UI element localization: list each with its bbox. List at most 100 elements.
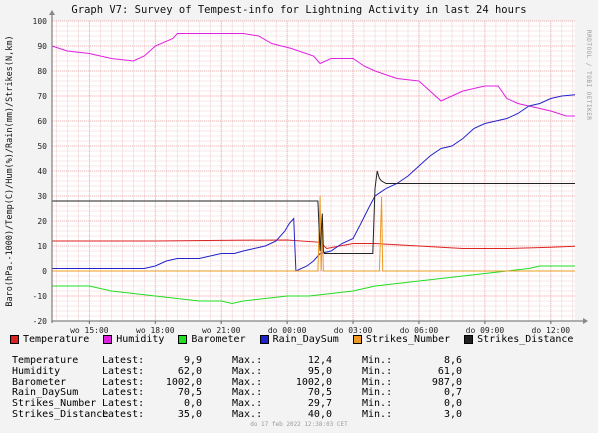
stats-name: Temperature	[12, 355, 79, 366]
stats-min-label: Min.:	[362, 376, 393, 388]
y-tick-label: -20	[33, 317, 48, 326]
stats-max-value: 40,0	[307, 408, 332, 420]
stats-max-value: 95,0	[307, 365, 332, 377]
y-tick-label: 30	[37, 192, 47, 201]
stats-name: Rain_DaySum	[12, 387, 79, 399]
legend-swatch	[103, 335, 113, 344]
stats-min-value: 987,0	[431, 376, 462, 388]
y-tick-label: 100	[33, 17, 48, 26]
series-line-rain-daysum	[52, 94, 576, 272]
stats-max-label: Max.:	[232, 355, 263, 366]
stats-max-label: Max.:	[232, 408, 263, 420]
stats-row: Rain_DaySum Latest: 70,5 Max.: 70,5 Min.: 0,7	[12, 388, 462, 399]
y-tick-label: -10	[33, 292, 48, 301]
stats-max-value: 12,4	[307, 355, 332, 366]
y-tick-label: 80	[37, 67, 47, 76]
stats-max-value: 1002,0	[295, 376, 332, 388]
stats-max-value: 70,5	[307, 387, 332, 399]
stats-min-value: 3,0	[443, 408, 462, 420]
y-tick-label: 40	[37, 167, 47, 176]
stats-row: Temperature Latest: 9,9 Max.: 12,4 Min.: 8,6	[12, 355, 462, 367]
series-line-temperature	[52, 239, 576, 250]
stats-latest-value: 0,0	[183, 398, 202, 410]
y-tick-label: 60	[37, 117, 47, 126]
stats-max-label: Max.:	[232, 365, 263, 377]
x-tick-label: do 03:00	[334, 326, 373, 335]
stats-row: Barometer Latest: 1002,0 Max.: 1002,0 Min.: 98…	[12, 376, 462, 389]
rrdtool-credit: RRDTOOL / TOBI OETIKER	[585, 30, 592, 121]
stats-latest-value: 62,0	[177, 365, 202, 377]
stats-table: Temperature Latest: 9,9 Max.: 12,4 Min.: 8,6 Hu…	[12, 355, 462, 421]
y-axis-arrow	[49, 10, 55, 15]
x-tick-label: do 06:00	[400, 326, 439, 335]
legend-swatch	[10, 335, 19, 344]
stats-min-value: 0,7	[443, 387, 462, 399]
stats-name: Barometer	[12, 376, 67, 388]
stats-latest-label: Latest:	[102, 365, 145, 377]
legend-swatch	[259, 335, 269, 344]
stats-max-label: Max.:	[232, 376, 263, 388]
stats-latest-label: Latest:	[102, 398, 145, 410]
y-tick-label: 90	[37, 42, 47, 51]
stats-latest-label: Latest:	[102, 387, 145, 399]
stats-name: Humidity	[12, 365, 61, 377]
series-line-barometer	[52, 265, 575, 305]
stats-name: Strikes_Distance	[12, 408, 109, 420]
stats-latest-value: 70,5	[177, 387, 202, 399]
x-tick-label: do 09:00	[466, 326, 505, 335]
stats-min-value: 0,0	[443, 398, 462, 410]
x-tick-label: do 12:00	[532, 326, 571, 335]
legend-label: Humidity	[116, 334, 165, 345]
y-tick-label: 50	[37, 142, 47, 151]
x-tick-label: wo 21:00	[202, 326, 241, 335]
stats-row: Humidity Latest: 62,0 Max.: 95,0 Min.: 61,0	[12, 365, 462, 378]
legend-label: Strikes_Number	[365, 334, 451, 345]
x-axis-arrow	[583, 318, 588, 324]
legend-item: Barometer	[178, 334, 246, 345]
legend-item: Humidity	[103, 334, 164, 345]
stats-row: Strikes_DistanceLatest: 35,0 Max.: 40,0 Min.…	[12, 408, 462, 421]
stats-latest-label: Latest:	[102, 408, 145, 420]
stats-name: Strikes_Number	[12, 398, 97, 410]
legend-swatch	[464, 335, 474, 344]
stats-max-label: Max.:	[232, 398, 263, 410]
stats-latest-label: Latest:	[102, 355, 145, 366]
stats-max-label: Max.:	[232, 387, 263, 399]
stats-latest-value: 1002,0	[165, 376, 202, 388]
series-line-strikes-distance	[52, 170, 575, 254]
series-line-humidity	[51, 33, 575, 117]
stats-latest-label: Latest:	[102, 376, 145, 388]
stats-min-label: Min.:	[362, 398, 393, 410]
x-tick-label: do 00:00	[268, 326, 307, 335]
stats-min-label: Min.:	[362, 365, 393, 377]
legend-item: Strikes_Distance	[464, 334, 573, 345]
timestamp-footer: do 17 feb 2022 12:38:03 CET	[250, 421, 348, 428]
stats-max-value: 29,7	[307, 398, 332, 410]
x-tick-label: wo 18:00	[136, 326, 175, 335]
legend-swatch	[178, 335, 188, 344]
stats-min-label: Min.:	[362, 408, 393, 420]
stats-min-label: Min.:	[362, 387, 393, 399]
legend: Temperature Humidity Barometer Rain_DaySum S…	[10, 334, 573, 345]
legend-item: Rain_DaySum	[259, 334, 339, 345]
stats-min-value: 61,0	[437, 365, 462, 377]
stats-latest-value: 9,9	[183, 355, 202, 366]
legend-label: Barometer	[191, 334, 246, 345]
y-tick-label: 0	[42, 267, 47, 276]
legend-label: Strikes_Distance	[477, 334, 574, 345]
y-axis-label: Baro(hPa.-1000)/Temp(C)/Hum(%)/Rain(mm)/…	[5, 35, 15, 306]
chart-title: Graph V7: Survey of Tempest-info for Lig…	[71, 4, 526, 16]
y-tick-label: 10	[37, 242, 47, 251]
legend-label: Rain_DaySum	[272, 334, 339, 345]
y-tick-label: 20	[37, 217, 47, 226]
y-tick-label: 70	[37, 92, 47, 101]
legend-swatch	[352, 335, 362, 344]
legend-label: Temperature	[23, 334, 90, 345]
stats-latest-value: 35,0	[177, 408, 202, 420]
legend-item: Temperature	[10, 334, 89, 345]
x-tick-label: wo 15:00	[70, 326, 109, 335]
stats-min-value: 8,6	[443, 355, 462, 366]
legend-item: Strikes_Number	[352, 334, 451, 345]
stats-row: Strikes_Number Latest: 0,0 Max.: 29,7 Min.: 0,…	[12, 398, 462, 410]
